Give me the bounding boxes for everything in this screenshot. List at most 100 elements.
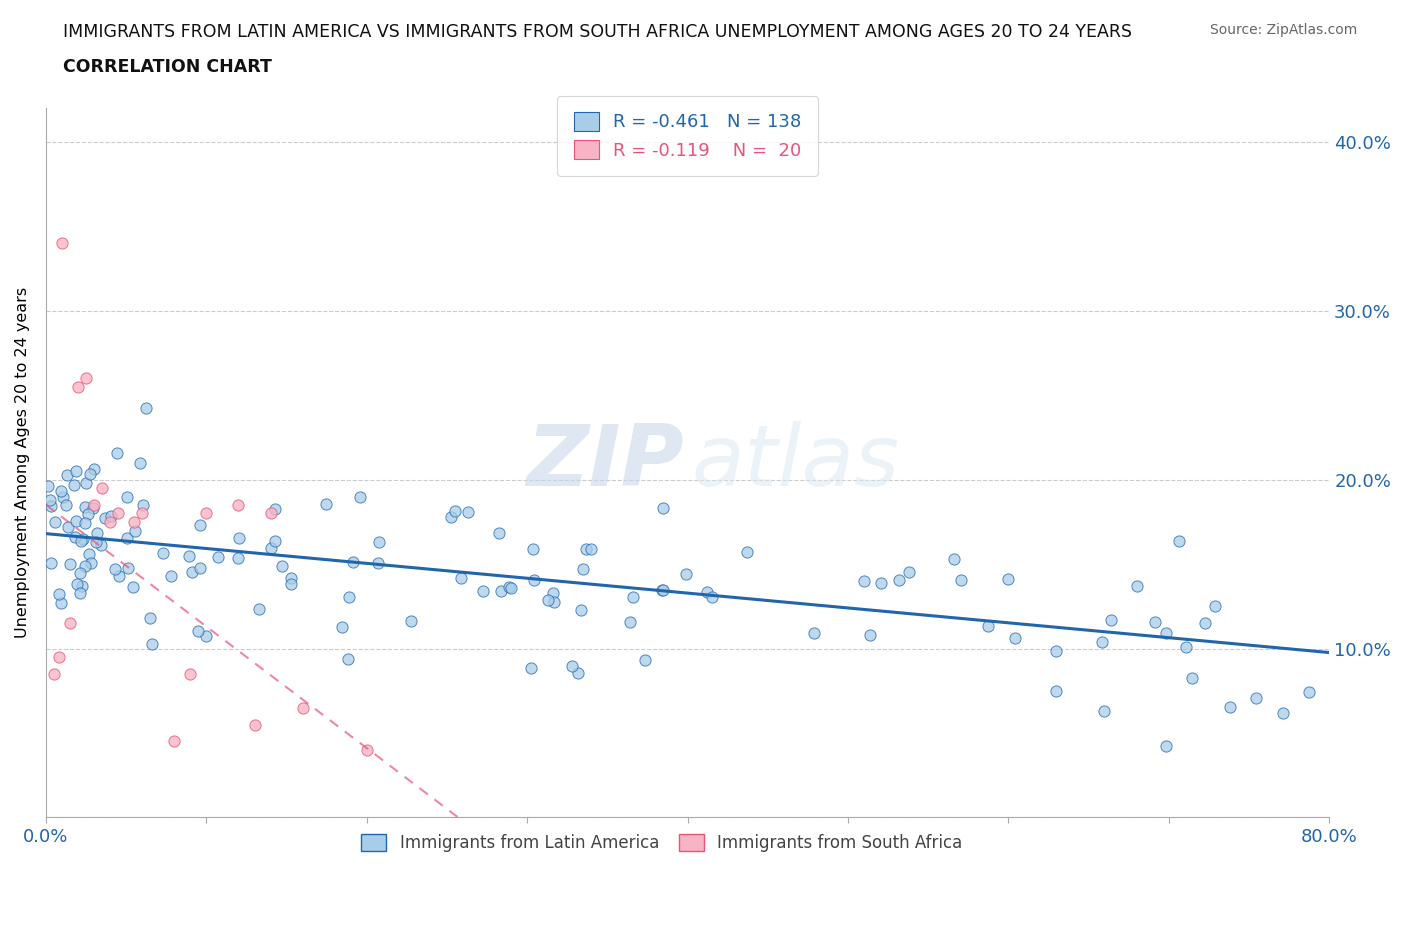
- Point: [263, 501, 285, 516]
- Point: [623, 590, 645, 604]
- Point: [75, 371, 97, 386]
- Text: CORRELATION CHART: CORRELATION CHART: [63, 58, 273, 75]
- Point: [735, 545, 758, 560]
- Point: [853, 574, 876, 589]
- Text: IMMIGRANTS FROM LATIN AMERICA VS IMMIGRANTS FROM SOUTH AFRICA UNEMPLOYMENT AMONG: IMMIGRANTS FROM LATIN AMERICA VS IMMIGRA…: [63, 23, 1132, 41]
- Point: [107, 506, 129, 521]
- Point: [115, 531, 138, 546]
- Point: [72, 532, 94, 547]
- Point: [561, 658, 583, 673]
- Point: [179, 549, 201, 564]
- Point: [51, 235, 73, 250]
- Point: [124, 524, 146, 538]
- Point: [897, 565, 920, 579]
- Point: [571, 562, 593, 577]
- Point: [89, 538, 111, 552]
- Point: [457, 504, 479, 519]
- Point: [1045, 644, 1067, 658]
- Point: [1099, 613, 1122, 628]
- Point: [440, 510, 463, 525]
- Point: [69, 586, 91, 601]
- Point: [356, 742, 378, 757]
- Point: [39, 493, 62, 508]
- Point: [39, 556, 62, 571]
- Point: [501, 580, 523, 595]
- Point: [188, 518, 211, 533]
- Point: [75, 476, 97, 491]
- Point: [70, 578, 93, 593]
- Point: [195, 506, 218, 521]
- Point: [66, 577, 89, 591]
- Point: [187, 624, 209, 639]
- Point: [291, 700, 314, 715]
- Point: [1045, 684, 1067, 698]
- Point: [472, 584, 495, 599]
- Point: [349, 489, 371, 504]
- Point: [121, 579, 143, 594]
- Point: [247, 602, 270, 617]
- Point: [498, 579, 520, 594]
- Point: [129, 456, 152, 471]
- Point: [634, 653, 657, 668]
- Point: [42, 667, 65, 682]
- Point: [56, 520, 79, 535]
- Y-axis label: Unemployment Among Ages 20 to 24 years: Unemployment Among Ages 20 to 24 years: [15, 287, 30, 638]
- Point: [337, 590, 360, 604]
- Point: [77, 547, 100, 562]
- Point: [887, 573, 910, 588]
- Point: [83, 461, 105, 476]
- Point: [207, 550, 229, 565]
- Point: [59, 556, 82, 571]
- Point: [367, 535, 389, 550]
- Point: [228, 531, 250, 546]
- Point: [188, 561, 211, 576]
- Point: [152, 545, 174, 560]
- Point: [541, 585, 564, 600]
- Point: [67, 379, 90, 394]
- Point: [567, 666, 589, 681]
- Point: [1204, 599, 1226, 614]
- Point: [280, 577, 302, 591]
- Point: [536, 592, 558, 607]
- Point: [65, 463, 87, 478]
- Point: [450, 571, 472, 586]
- Point: [1219, 699, 1241, 714]
- Point: [84, 534, 107, 549]
- Point: [1092, 704, 1115, 719]
- Point: [75, 515, 97, 530]
- Point: [49, 596, 72, 611]
- Point: [271, 559, 294, 574]
- Point: [575, 541, 598, 556]
- Point: [105, 445, 128, 460]
- Point: [194, 629, 217, 644]
- Point: [1298, 684, 1320, 699]
- Point: [280, 571, 302, 586]
- Point: [243, 717, 266, 732]
- Point: [228, 498, 250, 512]
- Point: [260, 540, 283, 555]
- Point: [263, 533, 285, 548]
- Point: [139, 611, 162, 626]
- Point: [489, 583, 512, 598]
- Point: [401, 614, 423, 629]
- Point: [131, 506, 153, 521]
- Point: [63, 530, 86, 545]
- Point: [950, 573, 973, 588]
- Point: [943, 551, 966, 566]
- Point: [652, 582, 675, 597]
- Point: [651, 582, 673, 597]
- Point: [1156, 626, 1178, 641]
- Point: [1154, 739, 1177, 754]
- Point: [82, 501, 104, 516]
- Point: [696, 584, 718, 599]
- Point: [1181, 671, 1204, 685]
- Point: [1194, 616, 1216, 631]
- Text: Source: ZipAtlas.com: Source: ZipAtlas.com: [1209, 23, 1357, 37]
- Point: [83, 498, 105, 512]
- Point: [55, 498, 77, 512]
- Point: [179, 667, 201, 682]
- Point: [619, 615, 641, 630]
- Point: [163, 734, 186, 749]
- Point: [1246, 690, 1268, 705]
- Point: [997, 571, 1019, 586]
